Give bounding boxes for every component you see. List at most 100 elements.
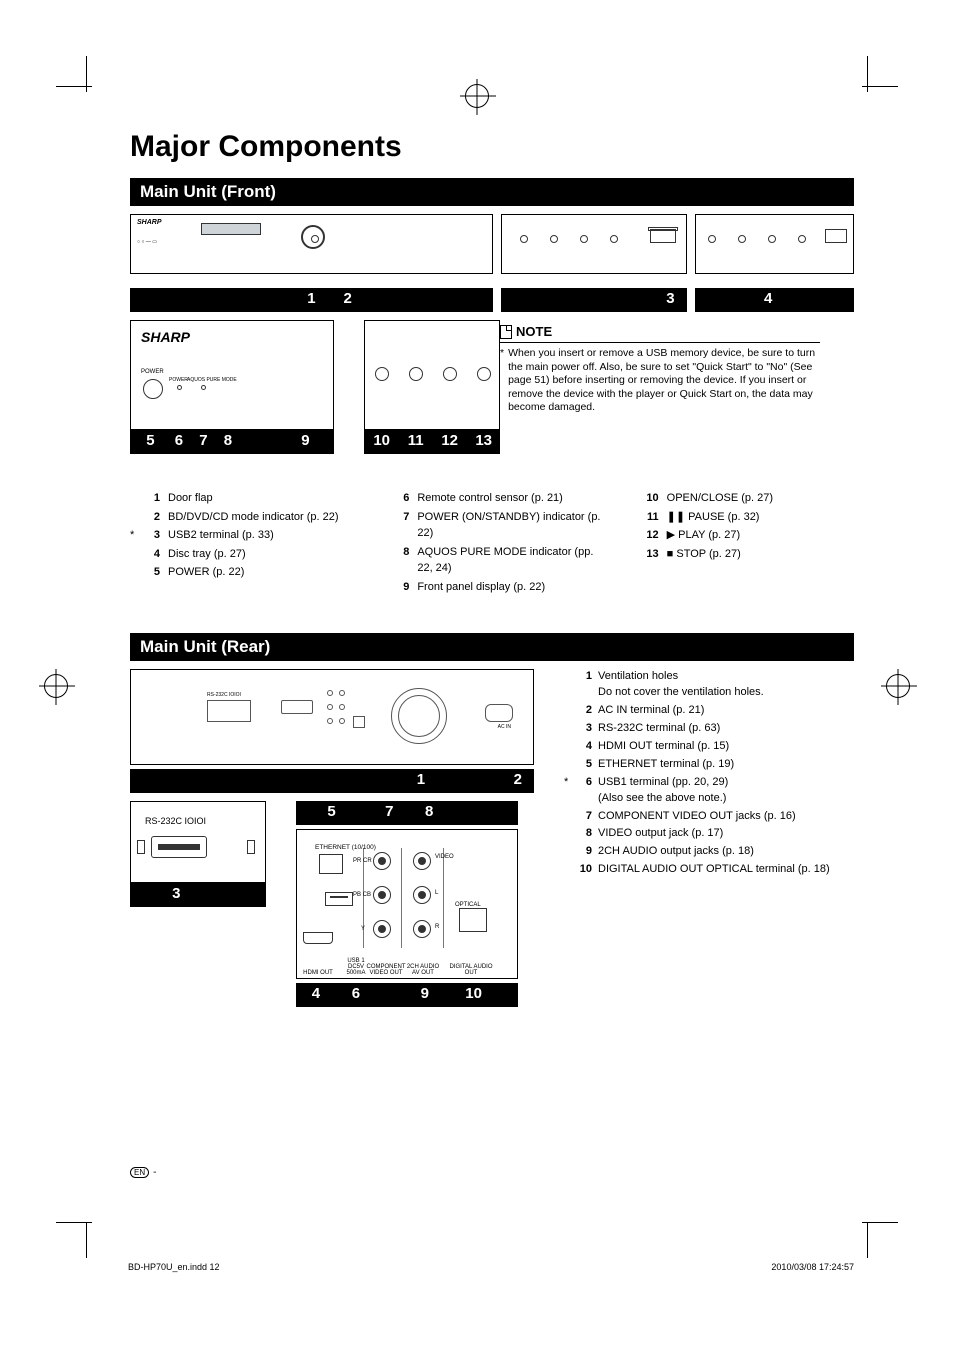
- legend-text: Remote control sensor (p. 21): [417, 490, 563, 507]
- legend-row: 9 Front panel display (p. 22): [379, 579, 604, 596]
- legend-num: 11: [643, 509, 659, 526]
- callout-bar: 4 6 9 10: [296, 983, 518, 1007]
- rca-jack-icon: [373, 886, 391, 904]
- legend-text: Front panel display (p. 22): [417, 579, 545, 596]
- optical-port-icon: [459, 908, 487, 932]
- disc-slot-icon: [201, 223, 261, 235]
- callout-bar: 5 7 8: [296, 801, 518, 825]
- legend-num: 5: [576, 757, 592, 773]
- jack-icon: [339, 704, 345, 710]
- legend-num: 7: [576, 809, 592, 825]
- callout-num: 2: [514, 771, 522, 788]
- front-overview-mid: [501, 214, 687, 274]
- legend-text: OPEN/CLOSE (p. 27): [667, 490, 773, 507]
- legend-text: ETHERNET terminal (p. 19): [598, 757, 734, 773]
- section-bar-rear: Main Unit (Rear): [130, 633, 854, 661]
- legend-num: 13: [643, 546, 659, 563]
- legend-row: 1Door flap: [130, 490, 355, 507]
- legend-star: [629, 546, 635, 563]
- legend-star: [564, 757, 570, 773]
- button-icon: [550, 235, 558, 243]
- legend-text: HDMI OUT terminal (p. 15): [598, 739, 729, 755]
- legend-num: 10: [576, 862, 592, 878]
- legend-star: [379, 544, 385, 577]
- front-callout-row-1: 1 2 3 4: [130, 288, 854, 312]
- legend-row: 7POWER (ON/STANDBY) indicator (p. 22): [379, 509, 604, 542]
- legend-star: [379, 490, 385, 507]
- jack-label: PB CB: [353, 892, 371, 898]
- lang-badge: EN: [130, 1167, 149, 1178]
- indicator-icon: [201, 385, 206, 390]
- print-footer: BD-HP70U_en.indd 12 2010/03/08 17:24:57: [128, 1262, 854, 1272]
- button-icon: [798, 235, 806, 243]
- legend-num: 12: [643, 527, 659, 544]
- glyph-icon: ❚❚: [667, 511, 685, 523]
- crop-mark: [86, 1222, 87, 1258]
- glyph-icon: ▶: [667, 529, 675, 541]
- legend-text: POWER (ON/STANDBY) indicator (p. 22): [417, 509, 604, 542]
- callout-num: 3: [172, 885, 180, 902]
- port-label: COMPONENT VIDEO OUT: [365, 964, 407, 976]
- legend-row: 1Ventilation holesDo not cover the venti…: [564, 669, 854, 701]
- legend-row: 5 ETHERNET terminal (p. 19): [564, 757, 854, 773]
- usb-port-icon: [650, 229, 676, 243]
- brand-label: SHARP: [141, 329, 190, 345]
- rca-jack-icon: [373, 920, 391, 938]
- print-timestamp: 2010/03/08 17:24:57: [771, 1262, 854, 1272]
- legend-text: RS-232C terminal (p. 63): [598, 721, 720, 737]
- front-detail-left: SHARP POWER POWER AQUOS PURE MODE: [130, 320, 334, 430]
- callout-num: 8: [425, 803, 433, 820]
- callout-bar: 1 2: [130, 288, 493, 312]
- rca-jack-icon: [413, 852, 431, 870]
- jack-icon: [339, 690, 345, 696]
- legend-num: 8: [576, 826, 592, 842]
- crop-mark: [86, 56, 87, 92]
- note-heading: NOTE: [500, 324, 820, 343]
- callout-num: 12: [441, 432, 458, 449]
- button-icon: [610, 235, 618, 243]
- legend-row: 3 RS-232C terminal (p. 63): [564, 721, 854, 737]
- legend-star: [130, 509, 136, 526]
- legend-star: [379, 509, 385, 542]
- callout-num: 7: [199, 432, 207, 449]
- callout-num: 5: [327, 803, 335, 820]
- legend-star: *: [564, 775, 570, 807]
- legend-row: 12▶ PLAY (p. 27): [629, 527, 854, 544]
- legend-row: 7COMPONENT VIDEO OUT jacks (p. 16): [564, 809, 854, 825]
- ac-in-label: AC IN: [498, 724, 511, 730]
- legend-num: 9: [393, 579, 409, 596]
- play-button-icon: [443, 367, 457, 381]
- button-icon: [580, 235, 588, 243]
- legend-num: 3: [576, 721, 592, 737]
- brand-label: SHARP: [137, 219, 162, 226]
- callout-num: 13: [475, 432, 492, 449]
- legend-star: [629, 509, 635, 526]
- registration-mark: [886, 674, 910, 698]
- legend-star: [564, 669, 570, 701]
- port-label: HDMI OUT: [299, 970, 337, 976]
- legend-text: Disc tray (p. 27): [168, 546, 246, 563]
- ac-in-icon: [485, 704, 513, 722]
- legend-row: 8AQUOS PURE MODE indicator (pp. 22, 24): [379, 544, 604, 577]
- rca-jack-icon: [413, 886, 431, 904]
- bracket-icon: [137, 840, 145, 854]
- disc-logo-icon: [301, 225, 325, 249]
- button-icon: [520, 235, 528, 243]
- legend-text: POWER (p. 22): [168, 564, 244, 581]
- legend-text: AC IN terminal (p. 21): [598, 703, 704, 719]
- callout-num: 9: [421, 985, 429, 1002]
- legend-star: [564, 826, 570, 842]
- callout-num: 3: [666, 290, 674, 307]
- callout-num: 7: [385, 803, 393, 820]
- callout-num: 6: [175, 432, 183, 449]
- jack-label: VIDEO: [435, 854, 454, 860]
- callout-bar: 5 6 7 8 9: [130, 430, 334, 454]
- callout-num: 1: [307, 290, 315, 307]
- glyph-icon: ■: [667, 548, 674, 560]
- optical-label: OPTICAL: [455, 902, 481, 908]
- divider: [443, 848, 444, 948]
- fan-vent-icon: [391, 688, 447, 744]
- callout-num: 8: [224, 432, 232, 449]
- legend-text: VIDEO output jack (p. 17): [598, 826, 723, 842]
- legend-star: [130, 546, 136, 563]
